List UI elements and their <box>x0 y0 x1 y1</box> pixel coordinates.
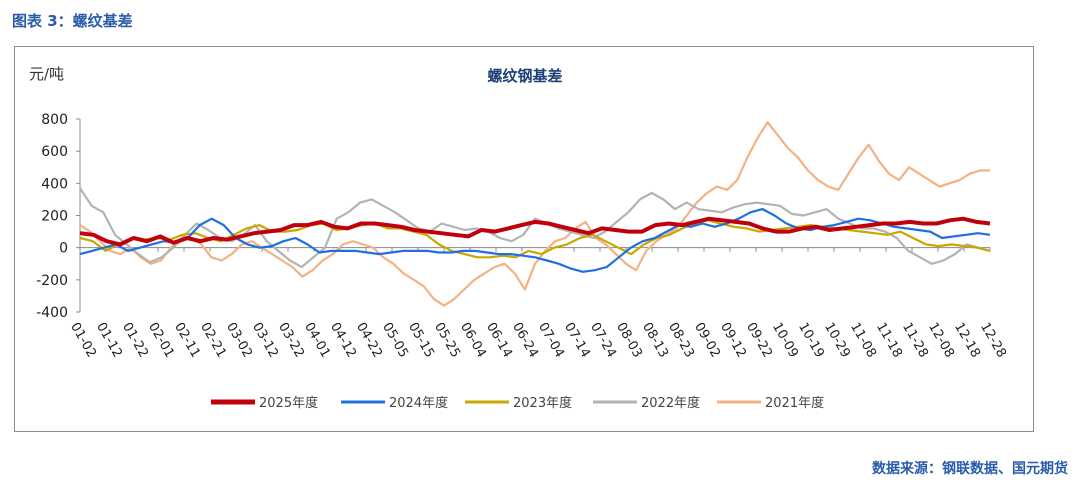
series-line-2021 <box>79 121 990 307</box>
legend-label: 2022年度 <box>641 395 700 411</box>
figure-title: 图表 3：螺纹基差 <box>12 12 133 30</box>
y-axis-unit: 元/吨 <box>29 65 64 83</box>
y-tick-label: 400 <box>41 176 68 192</box>
y-tick-label: 0 <box>59 241 68 257</box>
legend-label: 2021年度 <box>765 395 824 411</box>
series-line-2024 <box>79 208 991 273</box>
y-tick-label: -200 <box>36 273 68 289</box>
series-line-2022 <box>79 187 991 269</box>
basis-line-chart: 螺纹钢基差 元/吨 -400-200020040060080001-0201-1… <box>29 65 1009 411</box>
y-tick-label: -400 <box>36 305 68 321</box>
y-tick-label: 800 <box>41 112 68 128</box>
y-tick-label: 600 <box>41 144 68 160</box>
series-line-2025 <box>79 216 991 247</box>
series-lines <box>79 121 991 307</box>
y-tick-label: 200 <box>41 209 68 225</box>
legend-label: 2023年度 <box>513 395 572 411</box>
chart-frame: 螺纹钢基差 元/吨 -400 -200 0 200 400 600 800 01-02 01-1… <box>14 46 1034 432</box>
legend-label: 2024年度 <box>389 395 448 411</box>
x-tick-label: 12-28 <box>977 320 1009 360</box>
legend: 2025年度 2024年度 2023年度 2022年度 2021年度 <box>211 395 824 411</box>
data-source: 数据来源：钢联数据、国元期货 <box>872 461 1068 477</box>
legend-label: 2025年度 <box>259 395 318 411</box>
chart-title: 螺纹钢基差 <box>487 67 562 85</box>
